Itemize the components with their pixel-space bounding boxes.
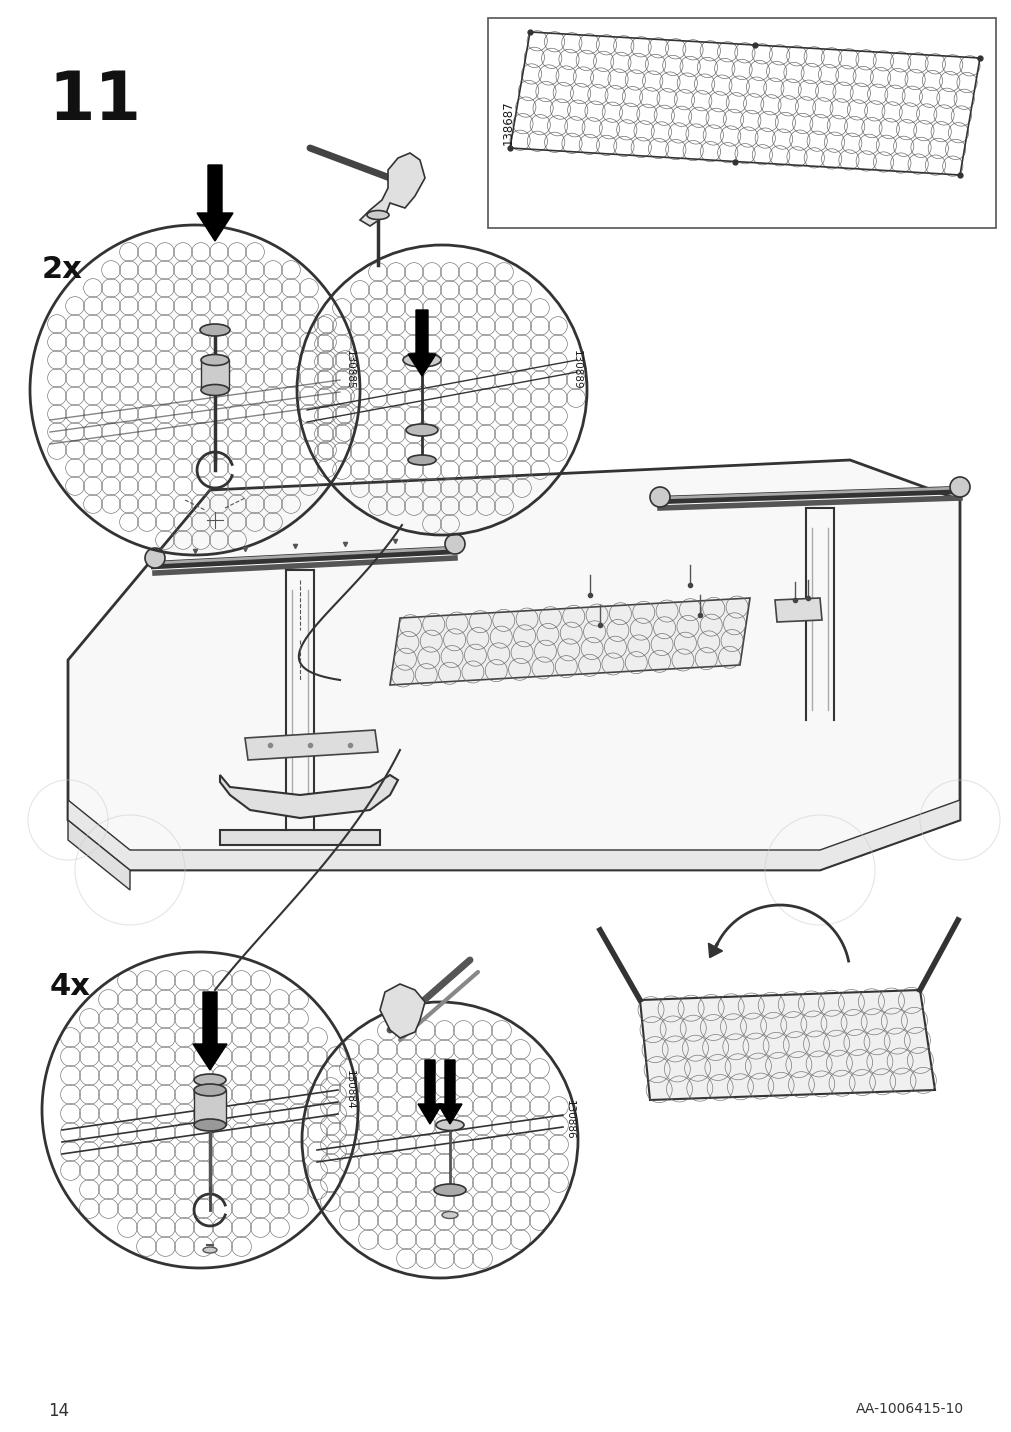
Ellipse shape <box>402 354 441 367</box>
Text: 11: 11 <box>48 67 141 135</box>
Bar <box>201 359 228 390</box>
Text: 14: 14 <box>48 1402 69 1421</box>
Ellipse shape <box>436 1120 463 1130</box>
Ellipse shape <box>203 1247 216 1253</box>
FancyArrow shape <box>407 309 436 377</box>
Polygon shape <box>219 831 379 845</box>
Bar <box>194 1090 225 1126</box>
Ellipse shape <box>442 1211 458 1219</box>
Polygon shape <box>379 984 425 1038</box>
Ellipse shape <box>145 548 165 569</box>
Ellipse shape <box>949 477 969 497</box>
Ellipse shape <box>367 211 388 219</box>
Polygon shape <box>774 599 821 621</box>
Polygon shape <box>389 599 749 684</box>
FancyArrow shape <box>197 165 233 241</box>
FancyArrow shape <box>708 942 722 958</box>
Polygon shape <box>68 460 959 871</box>
FancyArrow shape <box>418 1060 442 1124</box>
Text: 130886: 130886 <box>564 1100 574 1140</box>
Ellipse shape <box>194 1074 225 1085</box>
Text: 2x: 2x <box>42 255 83 284</box>
Ellipse shape <box>434 1184 465 1196</box>
Text: 130889: 130889 <box>571 351 581 390</box>
Polygon shape <box>68 800 959 871</box>
Polygon shape <box>245 730 378 760</box>
Ellipse shape <box>194 1084 225 1095</box>
Text: 130884: 130884 <box>345 1070 355 1110</box>
Ellipse shape <box>405 424 438 435</box>
Text: 130885: 130885 <box>345 351 355 390</box>
Ellipse shape <box>200 324 229 337</box>
Text: 4x: 4x <box>50 972 91 1001</box>
Ellipse shape <box>445 534 464 554</box>
Polygon shape <box>639 990 934 1100</box>
Ellipse shape <box>201 385 228 395</box>
FancyArrow shape <box>193 992 226 1070</box>
Bar <box>487 19 995 228</box>
Polygon shape <box>219 775 397 818</box>
Text: AA-1006415-10: AA-1006415-10 <box>855 1402 963 1416</box>
Ellipse shape <box>407 455 436 465</box>
Text: 138687: 138687 <box>501 100 515 145</box>
Polygon shape <box>68 821 129 891</box>
FancyArrow shape <box>438 1060 462 1124</box>
Ellipse shape <box>649 487 669 507</box>
Polygon shape <box>360 153 425 226</box>
Ellipse shape <box>201 355 228 365</box>
Ellipse shape <box>194 1118 225 1131</box>
